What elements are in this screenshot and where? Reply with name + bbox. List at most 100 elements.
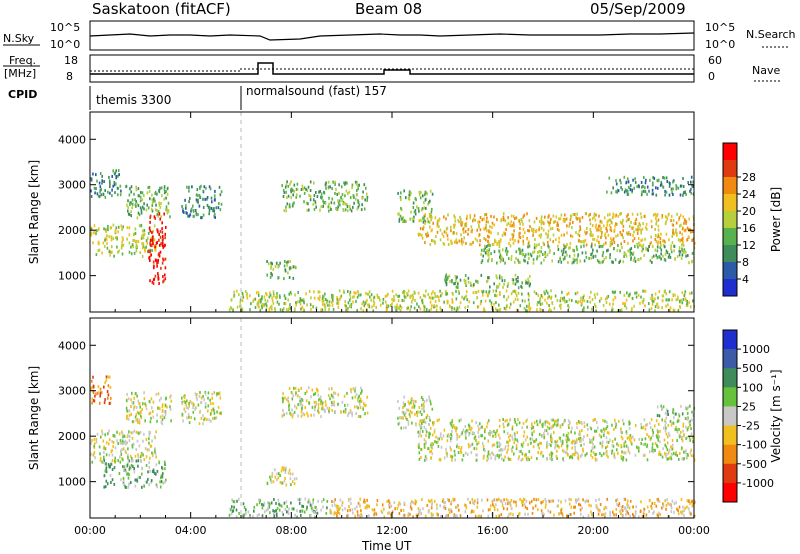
scatter-cell <box>155 483 158 487</box>
scatter-cell <box>423 425 426 429</box>
scatter-cell <box>355 182 358 186</box>
scatter-cell <box>552 233 555 237</box>
scatter-cell <box>437 444 440 448</box>
scatter-cell <box>322 294 324 298</box>
scatter-cell <box>511 445 514 449</box>
scatter-cell <box>445 227 448 231</box>
scatter-cell <box>617 244 619 247</box>
scatter-cell <box>421 407 423 411</box>
scatter-cell <box>559 257 561 261</box>
scatter-cell <box>541 226 543 230</box>
scatter-cell <box>489 453 491 457</box>
scatter-cell <box>402 415 404 419</box>
scatter-cell <box>660 244 662 247</box>
scatter-cell <box>356 308 358 312</box>
scatter-cell <box>499 239 501 243</box>
scatter-cell <box>657 228 660 232</box>
scatter-cell <box>560 260 563 264</box>
scatter-cell <box>632 178 634 182</box>
scatter-cell <box>598 241 600 245</box>
scatter-cell <box>680 256 683 260</box>
scatter-cell <box>128 233 131 237</box>
scatter-cell <box>99 387 102 391</box>
scatter-cell <box>161 244 164 248</box>
scatter-cell <box>457 289 460 293</box>
scatter-cell <box>397 294 399 298</box>
scatter-cell <box>551 425 554 429</box>
scatter-cell <box>147 470 149 474</box>
nsearch-tick-top: 10^5 <box>705 21 736 34</box>
scatter-cell <box>328 209 330 213</box>
scatter-cell <box>511 224 514 228</box>
scatter-cell <box>117 174 119 178</box>
scatter-cell <box>556 504 558 508</box>
scatter-cell <box>482 444 485 448</box>
scatter-cell <box>127 209 129 213</box>
scatter-cell <box>130 252 133 256</box>
scatter-cell <box>681 239 684 242</box>
scatter-cell <box>477 515 479 519</box>
scatter-cell <box>269 511 271 515</box>
scatter-cell <box>656 179 659 183</box>
scatter-cell <box>615 499 617 503</box>
scatter-cell <box>304 497 307 501</box>
scatter-cell <box>313 194 316 198</box>
scatter-cell <box>159 186 161 190</box>
scatter-cell <box>119 455 121 459</box>
scatter-cell <box>486 229 488 233</box>
scatter-cell <box>624 440 627 444</box>
scatter-cell <box>518 260 520 264</box>
scatter-cell <box>539 297 542 301</box>
scatter-cell <box>643 507 646 511</box>
scatter-cell <box>549 238 552 242</box>
scatter-cell <box>341 198 344 202</box>
scatter-cell <box>504 455 506 459</box>
scatter-cell <box>644 453 646 457</box>
scatter-cell <box>421 301 424 305</box>
scatter-cell <box>539 235 542 239</box>
scatter-cell <box>607 431 610 435</box>
scatter-cell <box>657 430 659 434</box>
scatter-cell <box>257 291 260 295</box>
scatter-cell <box>631 296 634 300</box>
scatter-cell <box>520 285 522 288</box>
scatter-cell <box>350 390 352 394</box>
scatter-cell <box>392 299 395 303</box>
scatter-cell <box>412 217 414 221</box>
scatter-cell <box>416 410 418 414</box>
scatter-cell <box>115 236 117 240</box>
scatter-cell <box>434 440 436 444</box>
scatter-cell <box>579 225 581 229</box>
scatter-cell <box>648 510 650 513</box>
scatter-cell <box>687 235 690 239</box>
scatter-cell <box>642 454 645 458</box>
scatter-cell <box>158 238 160 242</box>
scatter-cell <box>618 502 621 506</box>
scatter-cell <box>654 237 657 241</box>
scatter-cell <box>611 423 613 427</box>
scatter-cell <box>150 480 152 484</box>
scatter-cell <box>352 194 355 198</box>
scatter-cell <box>483 448 485 451</box>
scatter-cell <box>563 243 565 247</box>
scatter-cell <box>436 507 438 510</box>
scatter-cell <box>573 505 575 509</box>
scatter-cell <box>498 308 500 312</box>
scatter-cell <box>619 178 621 182</box>
scatter-cell <box>97 385 100 389</box>
scatter-cell <box>509 458 512 461</box>
scatter-cell <box>271 296 273 300</box>
scatter-cell <box>494 238 496 242</box>
scatter-cell <box>582 449 584 453</box>
scatter-cell <box>512 241 515 245</box>
scatter-cell <box>489 230 491 234</box>
scatter-cell <box>663 176 666 180</box>
scatter-cell <box>266 273 268 277</box>
scatter-cell <box>544 420 547 424</box>
scatter-cell <box>648 189 650 193</box>
scatter-cell <box>152 400 155 404</box>
scatter-cell <box>542 454 544 458</box>
scatter-cell <box>540 215 543 219</box>
scatter-cell <box>662 254 664 258</box>
scatter-cell <box>322 498 325 502</box>
